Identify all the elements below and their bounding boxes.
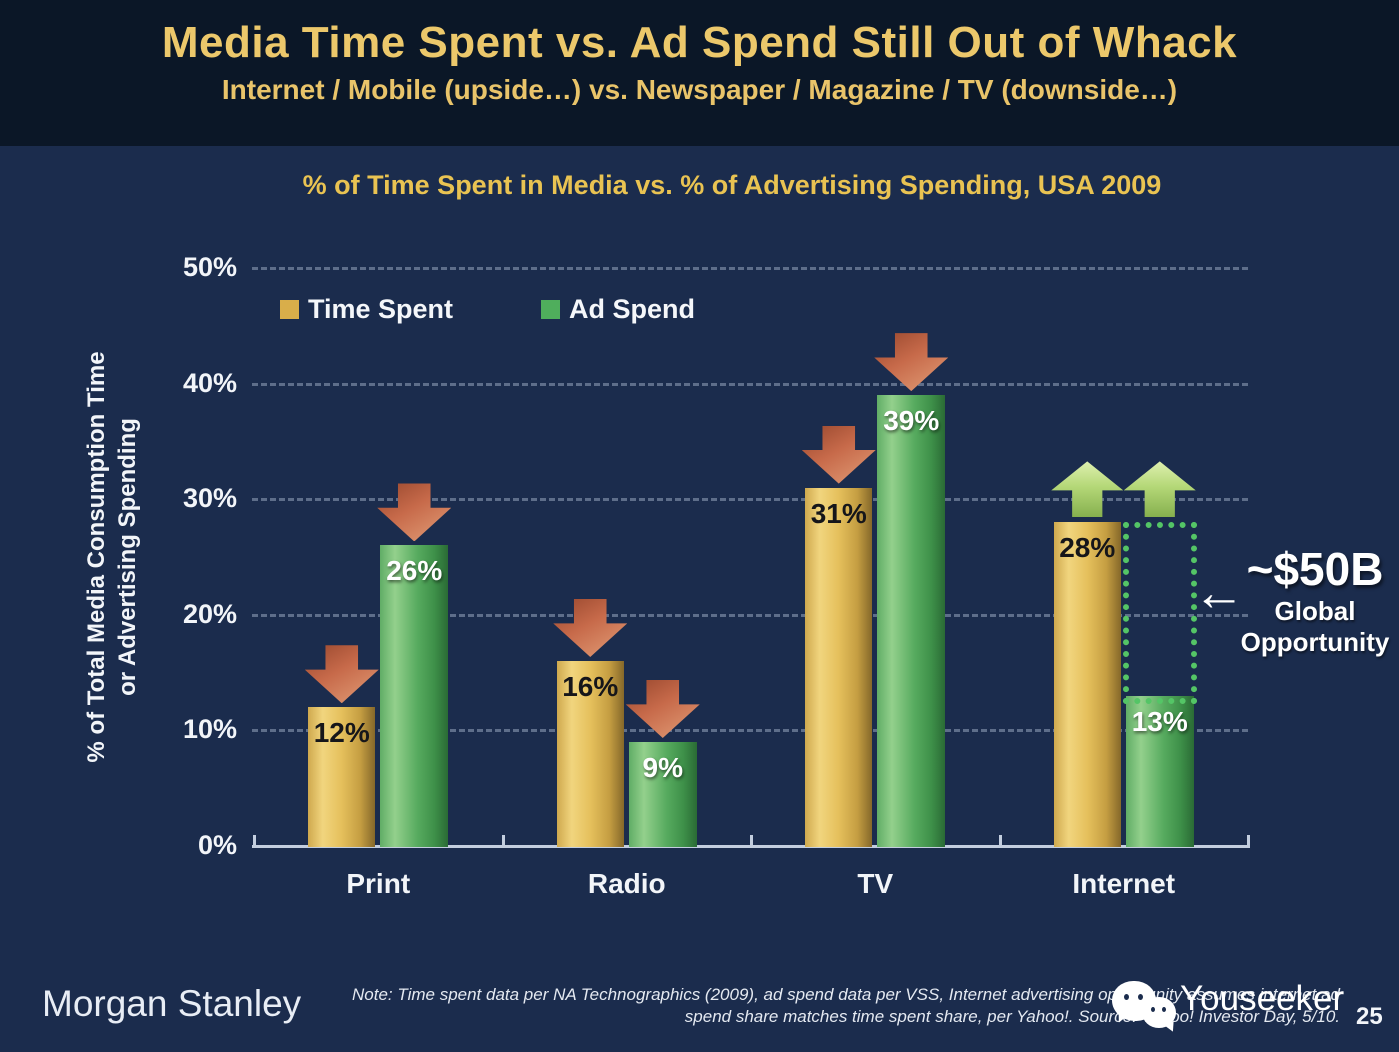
growth-arrow-icon	[1123, 461, 1196, 518]
y-tick-label-20: 20%	[182, 598, 237, 629]
opportunity-label-line2: Opportunity	[1240, 627, 1390, 657]
chart-title: % of Time Spent in Media vs. % of Advert…	[302, 170, 1162, 200]
source-note-line2: spend share matches time spent share, pe…	[684, 1007, 1340, 1026]
opportunity-value: ~$50B	[1246, 543, 1384, 595]
bar-value-label: 28%	[1059, 532, 1116, 564]
x-axis-tick	[998, 835, 1002, 848]
bar-value-label: 9%	[642, 751, 683, 783]
bar-tv-time-spent: 31%	[805, 487, 873, 847]
time-spent-swatch-icon	[280, 300, 299, 319]
x-axis-category-internet: Internet	[1072, 868, 1176, 899]
legend-label-time-spent: Time Spent	[308, 294, 454, 324]
bar-radio-time-spent: 16%	[556, 661, 624, 847]
growth-arrow-icon	[1051, 461, 1124, 518]
bar-value-label: 16%	[562, 671, 619, 703]
x-axis-tick	[750, 835, 753, 848]
bar-value-label: 26%	[386, 555, 443, 587]
page-number: 25	[1356, 1003, 1383, 1030]
legend-item-time-spent: Time Spent	[280, 294, 453, 325]
decline-arrow-icon	[801, 425, 876, 484]
bar-value-label: 12%	[313, 717, 370, 749]
gridline-20	[252, 613, 1248, 617]
source-note: Note: Time spent data per NA Technograph…	[300, 984, 1340, 1028]
decline-arrow-icon	[377, 483, 452, 542]
bar-radio-ad-spend: 9%	[628, 741, 697, 847]
slide-title: Media Time Spent vs. Ad Spend Still Out …	[161, 18, 1238, 67]
gridline-30	[252, 498, 1248, 502]
gridline-10	[252, 729, 1248, 733]
watermark-text: Youseeker	[1180, 979, 1345, 1018]
legend: Time Spent Ad Spend	[280, 294, 695, 325]
bar-print-ad-spend: 26%	[380, 545, 449, 847]
y-tick-label-30: 30%	[182, 483, 237, 514]
bar-tv-ad-spend: 39%	[877, 395, 946, 847]
y-tick-label-10: 10%	[182, 714, 237, 745]
x-axis-tick	[1247, 835, 1250, 848]
bar-value-label: 31%	[810, 497, 867, 529]
x-axis-category-radio: Radio	[587, 868, 666, 899]
morgan-stanley-logo: Morgan Stanley	[42, 983, 302, 1024]
wechat-icon-small-bubble	[1142, 997, 1178, 1034]
x-axis-tick	[253, 835, 256, 848]
x-axis-category-tv: TV	[857, 868, 894, 899]
opportunity-gap-box	[1122, 522, 1197, 704]
bar-internet-time-spent: 28%	[1053, 522, 1121, 847]
slide-subtitle: Internet / Mobile (upside…) vs. Newspape…	[221, 74, 1178, 105]
legend-label-ad-spend: Ad Spend	[569, 294, 696, 324]
bar-internet-ad-spend: 13%	[1125, 695, 1194, 847]
y-tick-label-50: 50%	[182, 252, 237, 282]
y-tick-label-0: 0%	[197, 830, 237, 860]
slide-header: Media Time Spent vs. Ad Spend Still Out …	[0, 0, 1399, 146]
legend-item-ad-spend: Ad Spend	[541, 294, 695, 325]
gridline-40	[252, 382, 1248, 386]
y-tick-label-40: 40%	[182, 367, 237, 398]
gridline-50	[252, 267, 1248, 270]
source-note-line1: Note: Time spent data per NA Technograph…	[351, 985, 1340, 1004]
bar-print-time-spent: 12%	[308, 707, 376, 847]
decline-arrow-icon	[553, 599, 628, 658]
x-axis-tick	[501, 835, 505, 848]
decline-arrow-icon	[304, 645, 379, 704]
bar-value-label: 13%	[1131, 705, 1188, 737]
ad-spend-swatch-icon	[541, 300, 561, 319]
opportunity-label-line1: Global	[1274, 596, 1356, 626]
x-axis-category-print: Print	[346, 868, 411, 899]
left-arrow-icon: ←	[1193, 564, 1245, 622]
opportunity-annotation: ~$50B Global Opportunity	[1235, 542, 1395, 658]
bar-value-label: 39%	[883, 405, 940, 437]
